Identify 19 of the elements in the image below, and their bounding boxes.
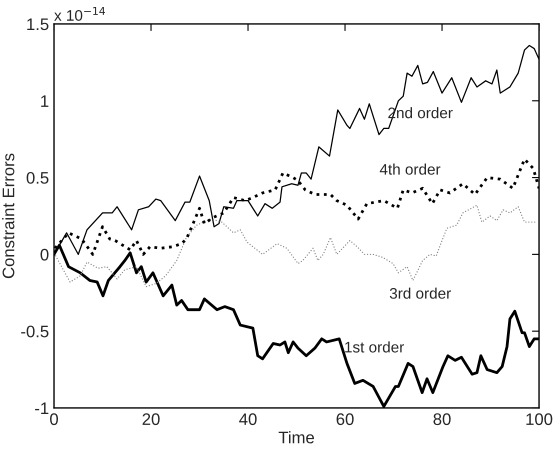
x-tick-label: 0	[50, 413, 58, 426]
series-label: 4th order	[380, 164, 440, 175]
x-tick-label: 40	[239, 413, 257, 426]
series-label: 1st order	[345, 341, 404, 353]
y-tick-label: -0.5	[21, 326, 48, 338]
x-tick-label: 60	[336, 413, 354, 426]
y-axis-title: Constraint Errors	[2, 154, 14, 278]
y-tick-label: 1	[41, 95, 48, 107]
x-tick-label: 80	[433, 413, 451, 426]
y-tick-label: 1.5	[27, 18, 48, 30]
text: x 10$^{−14}$	[54, 7, 106, 21]
x-axis-title: Time	[278, 431, 314, 444]
series-label: 3rd order	[390, 288, 451, 299]
y-tick-label: -1	[35, 402, 48, 414]
x-tick-label: 100	[526, 413, 552, 426]
y-tick-label: 0.5	[26, 172, 48, 184]
x-tick-label: 20	[142, 413, 160, 426]
y-tick-label: 0	[40, 248, 49, 261]
line-series	[54, 204, 538, 288]
